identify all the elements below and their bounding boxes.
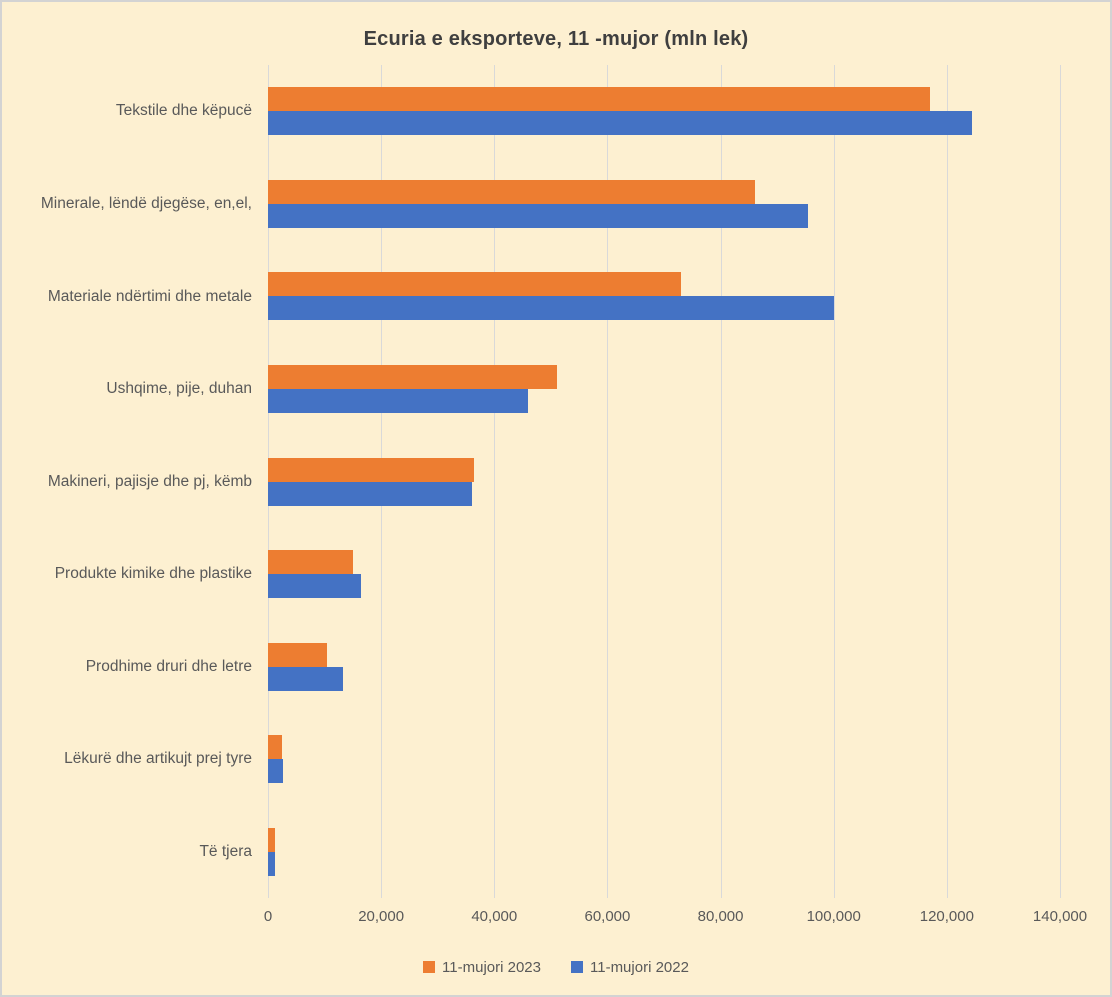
legend-item-2022: 11-mujori 2022 <box>571 959 689 976</box>
bar-11-mujori-2022 <box>268 574 362 599</box>
bar-row <box>268 806 1060 899</box>
gridline-120000 <box>946 65 948 898</box>
x-tick-label: 100,000 <box>806 908 861 925</box>
legend-swatch-2022 <box>571 961 583 973</box>
x-tick-label: 20,000 <box>358 908 405 925</box>
bar-11-mujori-2023 <box>268 179 755 204</box>
legend: 11-mujori 2023 11-mujori 2022 <box>2 942 1110 992</box>
bar-11-mujori-2023 <box>268 827 276 852</box>
gridline-60000 <box>607 65 609 898</box>
legend-label-2023: 11-mujori 2023 <box>442 958 541 976</box>
bar-11-mujori-2022 <box>268 481 472 506</box>
bar-11-mujori-2022 <box>268 666 343 691</box>
category-label: Makineri, pajisje dhe pj, këmb <box>47 472 252 490</box>
category-label: Ushqime, pije, duhan <box>106 380 252 398</box>
bar-11-mujori-2023 <box>268 364 557 389</box>
gridline-40000 <box>494 65 496 898</box>
bar-11-mujori-2023 <box>268 642 328 667</box>
gridline-80000 <box>720 65 722 898</box>
bar-11-mujori-2023 <box>268 87 930 112</box>
x-tick-label: 140,000 <box>1032 908 1088 925</box>
bar-rows <box>268 65 1060 898</box>
bar-11-mujori-2022 <box>268 111 973 136</box>
category-label: Lëkurë dhe artikujt prej tyre <box>64 750 252 768</box>
legend-item-2023: 11-mujori 2023 <box>423 959 541 976</box>
category-label: Të tjera <box>199 842 252 860</box>
bar-row <box>268 620 1060 713</box>
category-label: Prodhime druri dhe letre <box>85 657 252 675</box>
bar-11-mujori-2022 <box>268 851 275 876</box>
x-tick-label: 60,000 <box>584 908 631 925</box>
bar-row <box>268 528 1060 621</box>
bar-row <box>268 343 1060 436</box>
bar-row <box>268 435 1060 528</box>
bar-11-mujori-2022 <box>268 203 809 228</box>
bar-11-mujori-2023 <box>268 457 475 482</box>
bar-11-mujori-2023 <box>268 735 283 760</box>
bar-11-mujori-2022 <box>268 296 834 321</box>
plot-body: Tekstile dhe këpucë Minerale, lëndë djegë… <box>2 65 1110 898</box>
category-label: Tekstile dhe këpucë <box>115 102 252 120</box>
x-tick-label: 40,000 <box>471 908 518 925</box>
legend-label-2022: 11-mujori 2022 <box>590 958 689 976</box>
category-label: Produkte kimike dhe plastike <box>54 565 252 583</box>
category-label: Minerale, lëndë djegëse, en,el, <box>40 194 252 212</box>
x-tick-label: 80,000 <box>697 908 744 925</box>
gridline-100000 <box>833 65 835 898</box>
category-axis: Tekstile dhe këpucë Minerale, lëndë djegë… <box>2 65 268 898</box>
bar-row <box>268 158 1060 251</box>
legend-swatch-2023 <box>423 961 436 973</box>
x-axis: 0 20,000 40,000 60,000 80,000 100,000 120,000 1… <box>264 898 1087 942</box>
plot-area <box>268 65 1110 898</box>
bar-row <box>268 713 1060 806</box>
bar-11-mujori-2022 <box>268 759 284 784</box>
x-tick-label: 120,000 <box>919 908 974 925</box>
bar-row <box>268 65 1060 158</box>
category-label: Materiale ndërtimi dhe metale <box>47 287 252 305</box>
bar-11-mujori-2022 <box>268 388 529 413</box>
gridline-140000 <box>1060 65 1061 898</box>
chart-title: Ecuria e eksporteve, 11 -mujor (mln lek) <box>363 28 749 50</box>
bar-11-mujori-2023 <box>268 272 681 297</box>
bar-row <box>268 250 1060 343</box>
bar-11-mujori-2023 <box>268 550 353 575</box>
x-tick-label: 0 <box>263 908 273 925</box>
